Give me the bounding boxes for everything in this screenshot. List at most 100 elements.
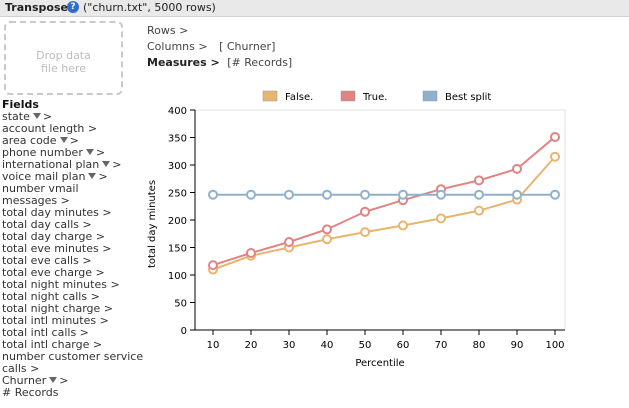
percentile-line-chart: 0 50 100 150 200 250 300 350 400 10 20 30 40 50 60 70 80… [147,90,566,369]
series-point[interactable] [360,189,370,200]
columns-shelf-value[interactable]: [ Churner] [219,40,276,53]
y-tick-label: 250 [168,189,187,200]
series-point[interactable] [322,189,332,200]
series-point[interactable] [284,189,294,200]
field-item[interactable]: phone number > [2,147,147,159]
field-item[interactable]: state > [2,111,147,123]
field-item[interactable]: # Records [2,387,147,399]
filter-icon[interactable] [85,149,94,155]
x-tick-label: 50 [359,340,372,351]
x-tick-label: 30 [283,340,296,351]
field-arrow: > [59,374,69,387]
y-axis-label: total day minutes [147,180,158,268]
field-item[interactable]: area code > [2,135,147,147]
series-point[interactable] [246,248,256,258]
y-tick-label: 150 [168,244,187,255]
field-label: total intl calls > [2,326,89,339]
series-line-1 [212,156,556,271]
field-item[interactable]: total eve calls > [2,255,147,267]
x-tick-label: 100 [545,340,564,351]
series-point[interactable] [512,163,522,174]
x-tick-label: 90 [511,340,524,351]
series-point[interactable] [550,131,560,142]
field-item[interactable]: total eve minutes > [2,243,147,255]
field-label: total eve calls > [2,254,92,267]
field-label: total night charge > [2,302,113,315]
field-item[interactable]: number customer service [2,351,147,363]
measures-shelf[interactable]: Measures > [# Records] [147,56,292,69]
series-point[interactable] [284,237,294,247]
field-arrow: > [112,158,122,171]
field-item[interactable]: total day calls > [2,219,147,231]
series-point[interactable] [550,151,560,162]
series-point[interactable] [550,189,560,200]
series-point[interactable] [436,213,446,224]
legend-label: True. [362,92,387,103]
field-label: # Records [2,386,59,399]
measures-shelf-value[interactable]: [# Records] [227,56,293,69]
filter-icon[interactable] [32,113,41,119]
x-axis-label: Percentile [355,358,404,369]
columns-shelf-label: Columns > [147,40,208,53]
x-tick-label: 70 [435,340,448,351]
filter-icon[interactable] [88,173,97,179]
file-info: ("churn.txt", 5000 rows) [83,1,216,14]
field-item[interactable]: Churner > [2,375,147,387]
series-point[interactable] [322,234,332,245]
drop-data-zone[interactable]: Drop data file here [4,21,123,95]
series-point[interactable] [360,227,370,238]
field-item[interactable]: voice mail plan > [2,171,147,183]
series-point[interactable] [208,260,218,271]
series-point[interactable] [474,205,484,216]
rows-shelf[interactable]: Rows > [147,24,188,37]
legend-swatch [262,90,278,102]
series-point[interactable] [322,224,332,235]
field-arrow: > [98,170,108,183]
field-item[interactable]: international plan > [2,159,147,171]
field-item[interactable]: number vmail [2,183,147,195]
field-arrow: > [69,134,79,147]
field-item[interactable]: total night minutes > [2,279,147,291]
legend-label: False. [285,92,313,103]
field-item[interactable]: total intl calls > [2,327,147,339]
top-bar: Transpose ? ("churn.txt", 5000 rows) [0,0,629,17]
field-label: total eve minutes > [2,242,112,255]
field-item[interactable]: total night calls > [2,291,147,303]
y-tick-label: 350 [168,134,187,145]
series-point[interactable] [360,206,370,217]
fields-list: state > account length > area code > phone nu… [2,111,147,399]
rows-shelf-label: Rows > [147,24,189,37]
field-label: total intl charge > [2,338,103,351]
field-item[interactable]: total day minutes > [2,207,147,219]
columns-shelf[interactable]: Columns > [ Churner] [147,40,275,53]
field-item[interactable]: total intl minutes > [2,315,147,327]
series-point[interactable] [208,189,218,200]
field-item[interactable]: messages > [2,195,147,207]
y-tick-label: 50 [174,299,187,310]
series-point[interactable] [246,189,256,200]
field-label: state [2,110,30,123]
help-icon[interactable]: ? [67,1,79,13]
field-item[interactable]: total eve charge > [2,267,147,279]
filter-icon[interactable] [49,377,58,383]
series-point[interactable] [398,189,408,200]
fields-title: Fields [2,98,39,111]
series-point[interactable] [474,189,484,200]
series-point[interactable] [398,220,408,231]
field-label: Churner [2,374,47,387]
field-item[interactable]: total night charge > [2,303,147,315]
filter-icon[interactable] [59,137,68,143]
field-item[interactable]: total day charge > [2,231,147,243]
plot-area [194,109,566,331]
field-label: total night calls > [2,290,100,303]
field-item[interactable]: account length > [2,123,147,135]
x-tick-label: 40 [321,340,334,351]
field-item[interactable]: total intl charge > [2,339,147,351]
field-arrow: > [42,110,53,123]
field-item[interactable]: calls > [2,363,147,375]
series-point[interactable] [474,175,484,186]
y-tick-label: 200 [168,216,187,227]
series-point[interactable] [512,189,522,200]
series-point[interactable] [436,189,446,200]
filter-icon[interactable] [102,161,111,167]
